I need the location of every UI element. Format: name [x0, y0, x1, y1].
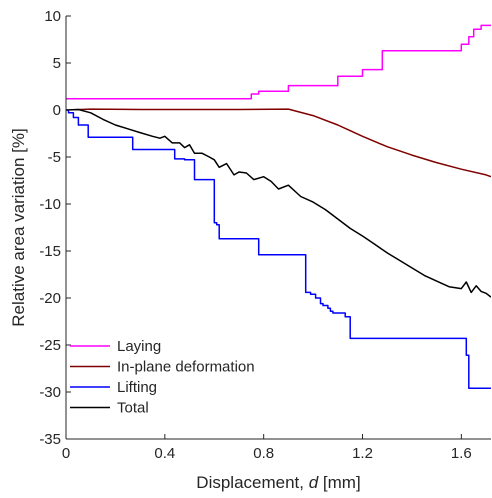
legend-entry-label: Lifting: [117, 379, 157, 396]
y-tick-label: -20: [39, 290, 61, 307]
series-line-laying: [66, 24, 491, 100]
series-group: [66, 24, 491, 389]
y-tick-label: 10: [44, 8, 61, 25]
x-axis-label-variable: d: [309, 473, 319, 492]
y-tick-label: -35: [39, 431, 61, 448]
y-tick-label: 5: [53, 55, 61, 72]
x-tick-label: 1.2: [352, 445, 373, 462]
series-line-total: [66, 108, 491, 298]
x-axis-label-unit: [mm]: [318, 473, 361, 492]
x-tick-label: 0.8: [253, 445, 274, 462]
x-axis-label-text: Displacement,: [196, 473, 308, 492]
y-tick-label: -15: [39, 243, 61, 260]
y-tick-label: -5: [48, 149, 61, 166]
legend: Laying In-plane deformation Lifting Total: [70, 338, 255, 417]
y-tick-label: 0: [53, 102, 61, 119]
plot-area: [66, 24, 491, 389]
x-tick-label: 1.6: [451, 445, 472, 462]
series-line-lifting: [66, 109, 491, 389]
legend-entry-label: In-plane deformation: [117, 359, 255, 376]
legend-entry-label: Laying: [117, 338, 161, 355]
y-tick-label: -10: [39, 196, 61, 213]
y-tick-label: -25: [39, 337, 61, 354]
x-tick-label: 0: [62, 445, 70, 462]
legend-entry-label: Total: [117, 400, 149, 417]
y-tick-label: -30: [39, 384, 61, 401]
series-line-in-plane-deformation: [66, 108, 491, 178]
x-axis-label: Displacement, d [mm]: [196, 473, 360, 492]
y-axis-label: Relative area variation [%]: [9, 128, 28, 326]
axes: 0 0.4 0.8 1.2 1.6 10 5 0 -5 -10 -15 -20 -25 -30 -35: [39, 8, 491, 462]
x-tick-label: 0.4: [154, 445, 175, 462]
